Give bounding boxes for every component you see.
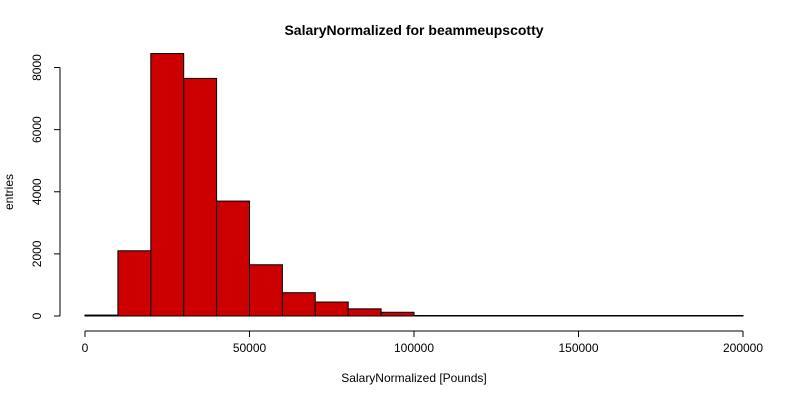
histogram-bar — [380, 311, 415, 317]
chart-title: SalaryNormalized for beammeupscotty — [284, 22, 543, 38]
y-axis: 0 2000 4000 6000 8000 — [30, 54, 61, 319]
histogram-bar — [413, 315, 448, 317]
y-axis-label: entries — [2, 174, 16, 210]
x-tick-label: 50000 — [233, 341, 267, 355]
x-tick-label: 150000 — [558, 341, 598, 355]
histogram-bar — [610, 315, 645, 317]
x-tick-label: 100000 — [394, 341, 434, 355]
y-tick-label: 8000 — [30, 54, 44, 81]
histogram-bar — [150, 53, 185, 317]
histogram-bar — [183, 77, 218, 317]
x-tick-label: 200000 — [723, 341, 763, 355]
histogram-bar — [709, 315, 744, 317]
histogram-bar — [281, 292, 316, 317]
y-tick-label: 0 — [30, 312, 44, 319]
histogram-bar — [117, 250, 152, 317]
x-tick-label: 0 — [82, 341, 89, 355]
histogram-bar — [479, 315, 514, 317]
histogram-bars — [84, 53, 744, 317]
x-axis-label: SalaryNormalized [Pounds] — [341, 371, 486, 385]
histogram-bar — [84, 314, 119, 317]
histogram-bar — [512, 315, 547, 317]
x-axis: 0 50000 100000 150000 200000 — [82, 330, 763, 355]
histogram-bar — [314, 301, 349, 317]
histogram-bar — [249, 264, 283, 317]
histogram-bar — [545, 315, 579, 317]
histogram-bar — [446, 315, 481, 317]
y-tick-label: 4000 — [30, 178, 44, 205]
y-tick-label: 2000 — [30, 240, 44, 267]
histogram-bar — [578, 315, 612, 317]
histogram-bar — [216, 200, 251, 317]
histogram-bar — [643, 315, 678, 317]
histogram-bar — [676, 315, 711, 317]
histogram-bar — [347, 308, 382, 317]
y-tick-label: 6000 — [30, 116, 44, 143]
